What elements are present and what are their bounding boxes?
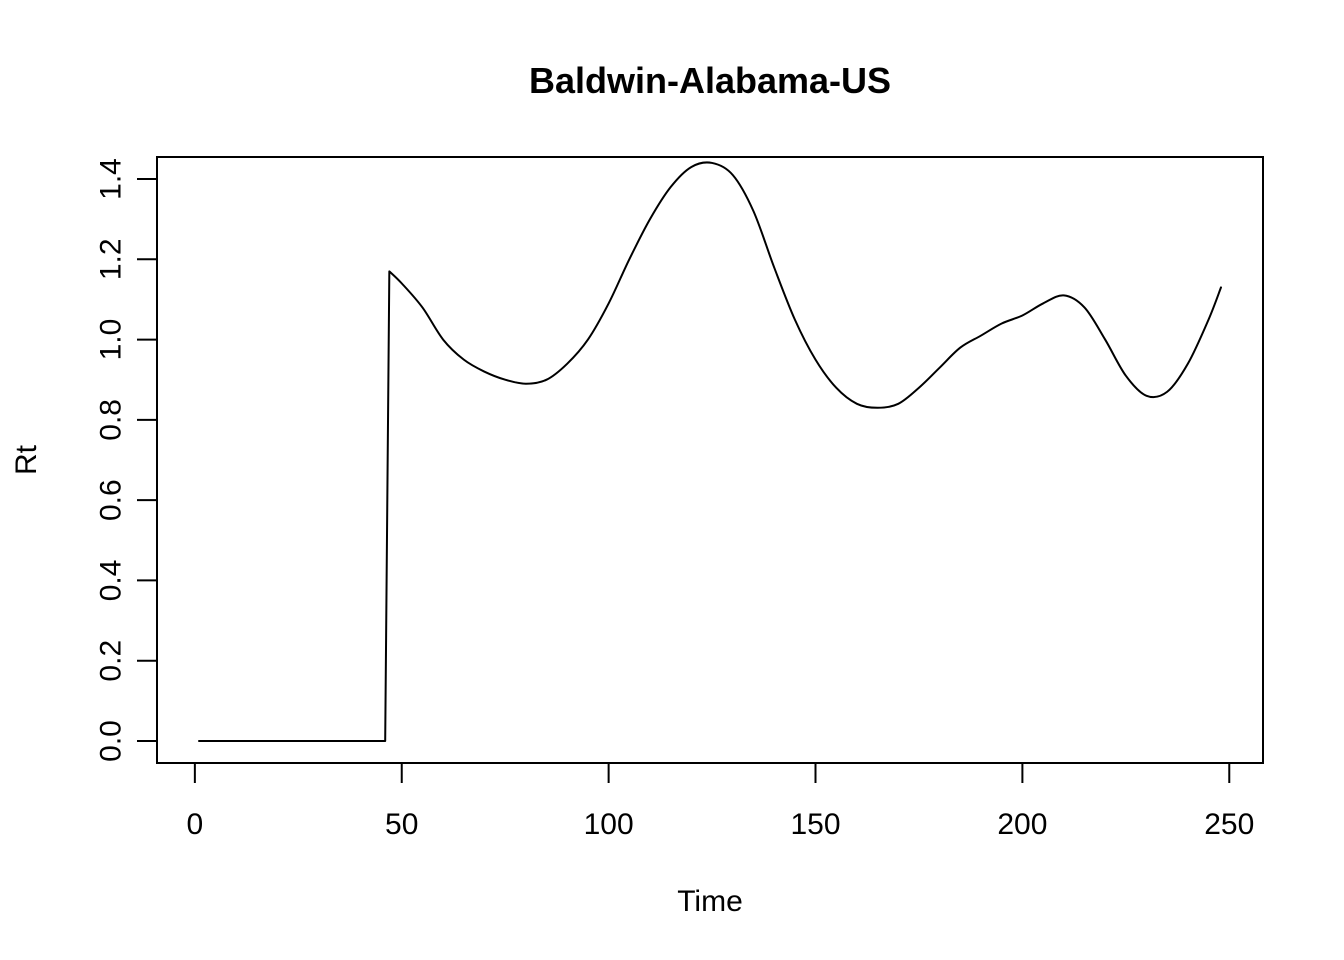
series-layer (198, 161, 1222, 742)
x-axis: 0 50 100 150 200 250 (187, 762, 1254, 841)
y-tick-label: 1.4 (95, 158, 128, 200)
plot-frame (156, 156, 1264, 764)
x-tick-label: 200 (997, 808, 1047, 841)
x-tick-label: 0 (187, 808, 204, 841)
y-tick-label: 0.4 (95, 560, 128, 602)
y-tick-label: 1.0 (95, 319, 128, 361)
y-tick-label: 0.8 (95, 399, 128, 441)
x-axis-label: Time (677, 885, 743, 918)
x-tick-label: 150 (790, 808, 840, 841)
y-tick-label: 1.2 (95, 238, 128, 280)
rt-series-line (198, 161, 1222, 742)
y-tick-label: 0.0 (95, 720, 128, 762)
y-axis-label: Rt (10, 444, 43, 475)
x-tick-label: 250 (1204, 808, 1254, 841)
y-tick-label: 0.2 (95, 640, 128, 682)
y-axis: 0.0 0.2 0.4 0.6 0.8 1.0 1.2 1.4 (95, 158, 158, 762)
y-tick-label: 0.6 (95, 479, 128, 521)
chart-title: Baldwin-Alabama-US (529, 60, 891, 101)
x-tick-label: 100 (584, 808, 634, 841)
x-tick-label: 50 (385, 808, 418, 841)
